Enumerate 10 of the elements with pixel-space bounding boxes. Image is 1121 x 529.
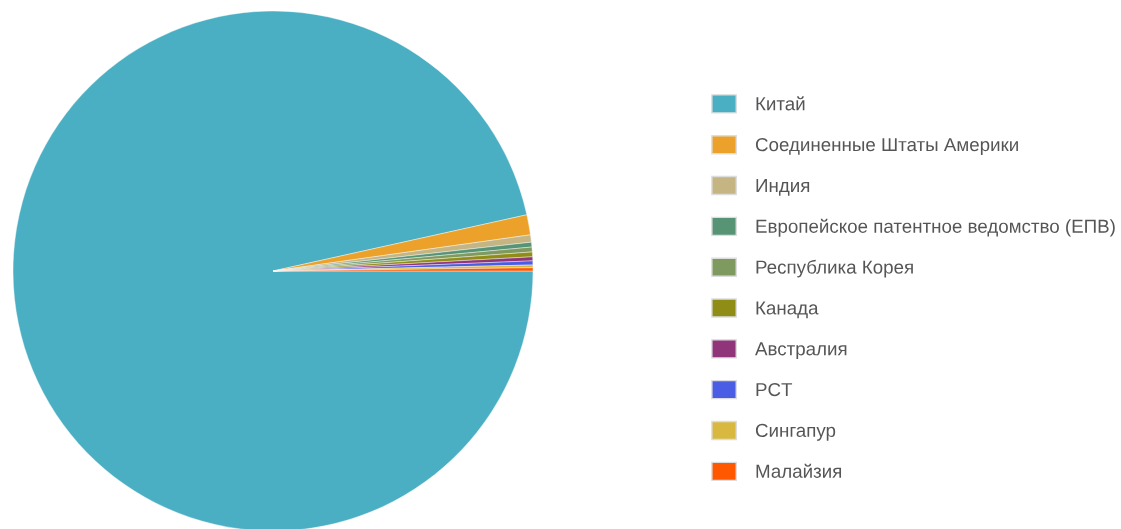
legend-label: Соединенные Штаты Америки xyxy=(755,137,1018,155)
legend-label: Республика Корея xyxy=(756,259,913,278)
legend-label: Малайзия xyxy=(756,463,842,478)
legend-label: Сингапур xyxy=(755,423,836,441)
legend-label: PCT xyxy=(756,382,793,397)
legend-label: Индия xyxy=(756,179,810,196)
legend-label: Австралия xyxy=(755,342,847,360)
legend-label: Китай xyxy=(756,96,805,111)
legend-label: Канада xyxy=(756,301,819,319)
legend-label: Европейское патентное ведомство (ЕПВ) xyxy=(756,218,1115,237)
